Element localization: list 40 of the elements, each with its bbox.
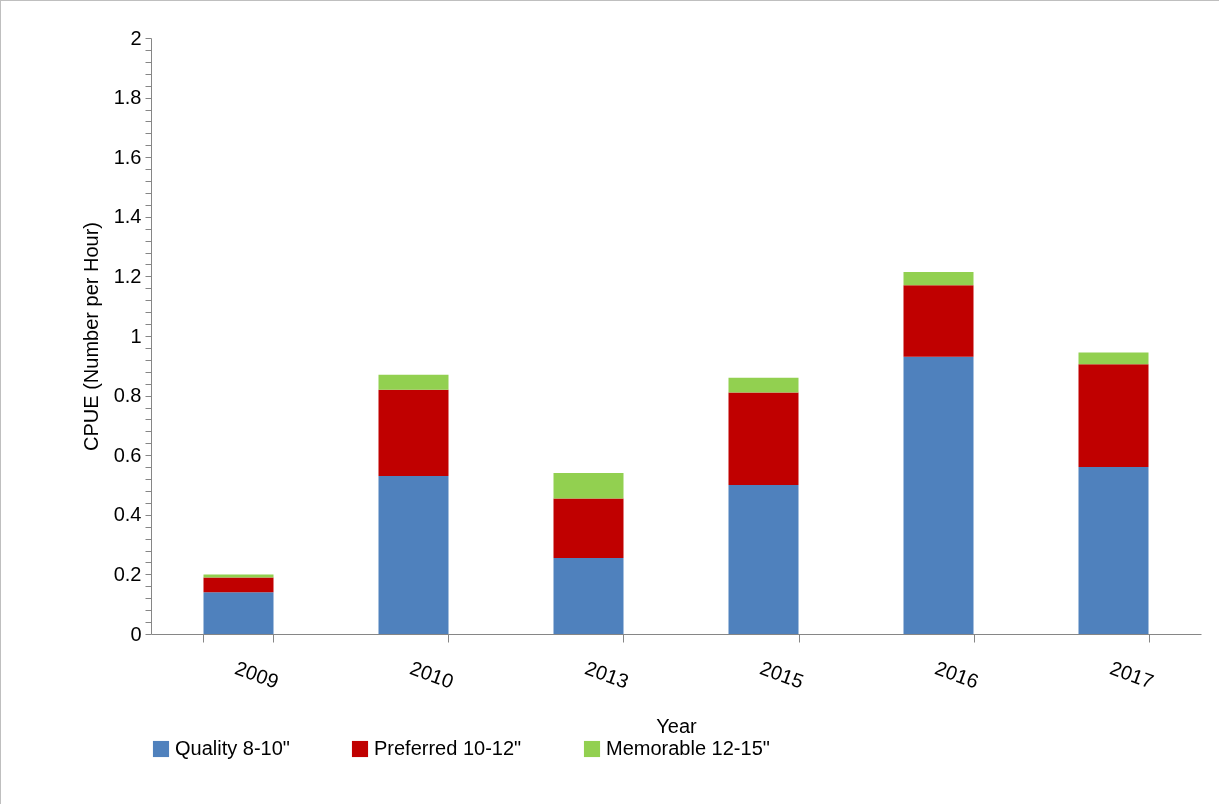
bar [378,476,449,634]
legend-label: Preferred 10-12" [374,737,522,759]
x-tick-label: 2015 [757,656,807,693]
y-tick-label: 2 [130,26,142,49]
bar [203,577,274,593]
x-tick-label: 2010 [407,656,457,693]
bar [203,574,274,578]
bar [553,498,624,559]
bar [1078,364,1149,468]
bar [378,374,449,390]
bar [1078,467,1149,634]
y-tick-label: 1.2 [113,264,142,287]
y-tick-label: 0.8 [113,384,142,407]
bar [728,485,799,634]
bar [378,389,449,477]
legend-label: Memorable 12-15" [606,737,770,759]
y-tick-label: 1.8 [113,86,142,109]
y-tick-label: 0.6 [113,443,142,466]
y-axis-title: CPUE (Number per Hour) [79,222,102,451]
x-tick-label: 2009 [232,656,282,693]
y-tick-label: 0.2 [113,562,142,585]
bar [903,285,974,357]
bar [553,473,624,499]
bar [553,558,624,634]
bar [728,377,799,393]
y-tick-label: 1 [130,324,142,347]
bar [903,271,974,286]
y-tick-label: 1.4 [113,205,142,228]
bar [203,592,274,634]
bar [728,392,799,485]
y-tick-label: 0 [130,622,142,645]
x-tick-label: 2016 [932,656,982,693]
bar [1078,352,1149,365]
bar [903,356,974,634]
x-axis-title: Year [656,714,698,737]
x-tick-label: 2017 [1107,656,1157,693]
legend-label: Quality 8-10" [175,737,290,759]
y-tick-label: 0.4 [113,503,142,526]
y-tick-label: 1.6 [113,145,142,168]
x-tick-label: 2013 [582,656,632,693]
